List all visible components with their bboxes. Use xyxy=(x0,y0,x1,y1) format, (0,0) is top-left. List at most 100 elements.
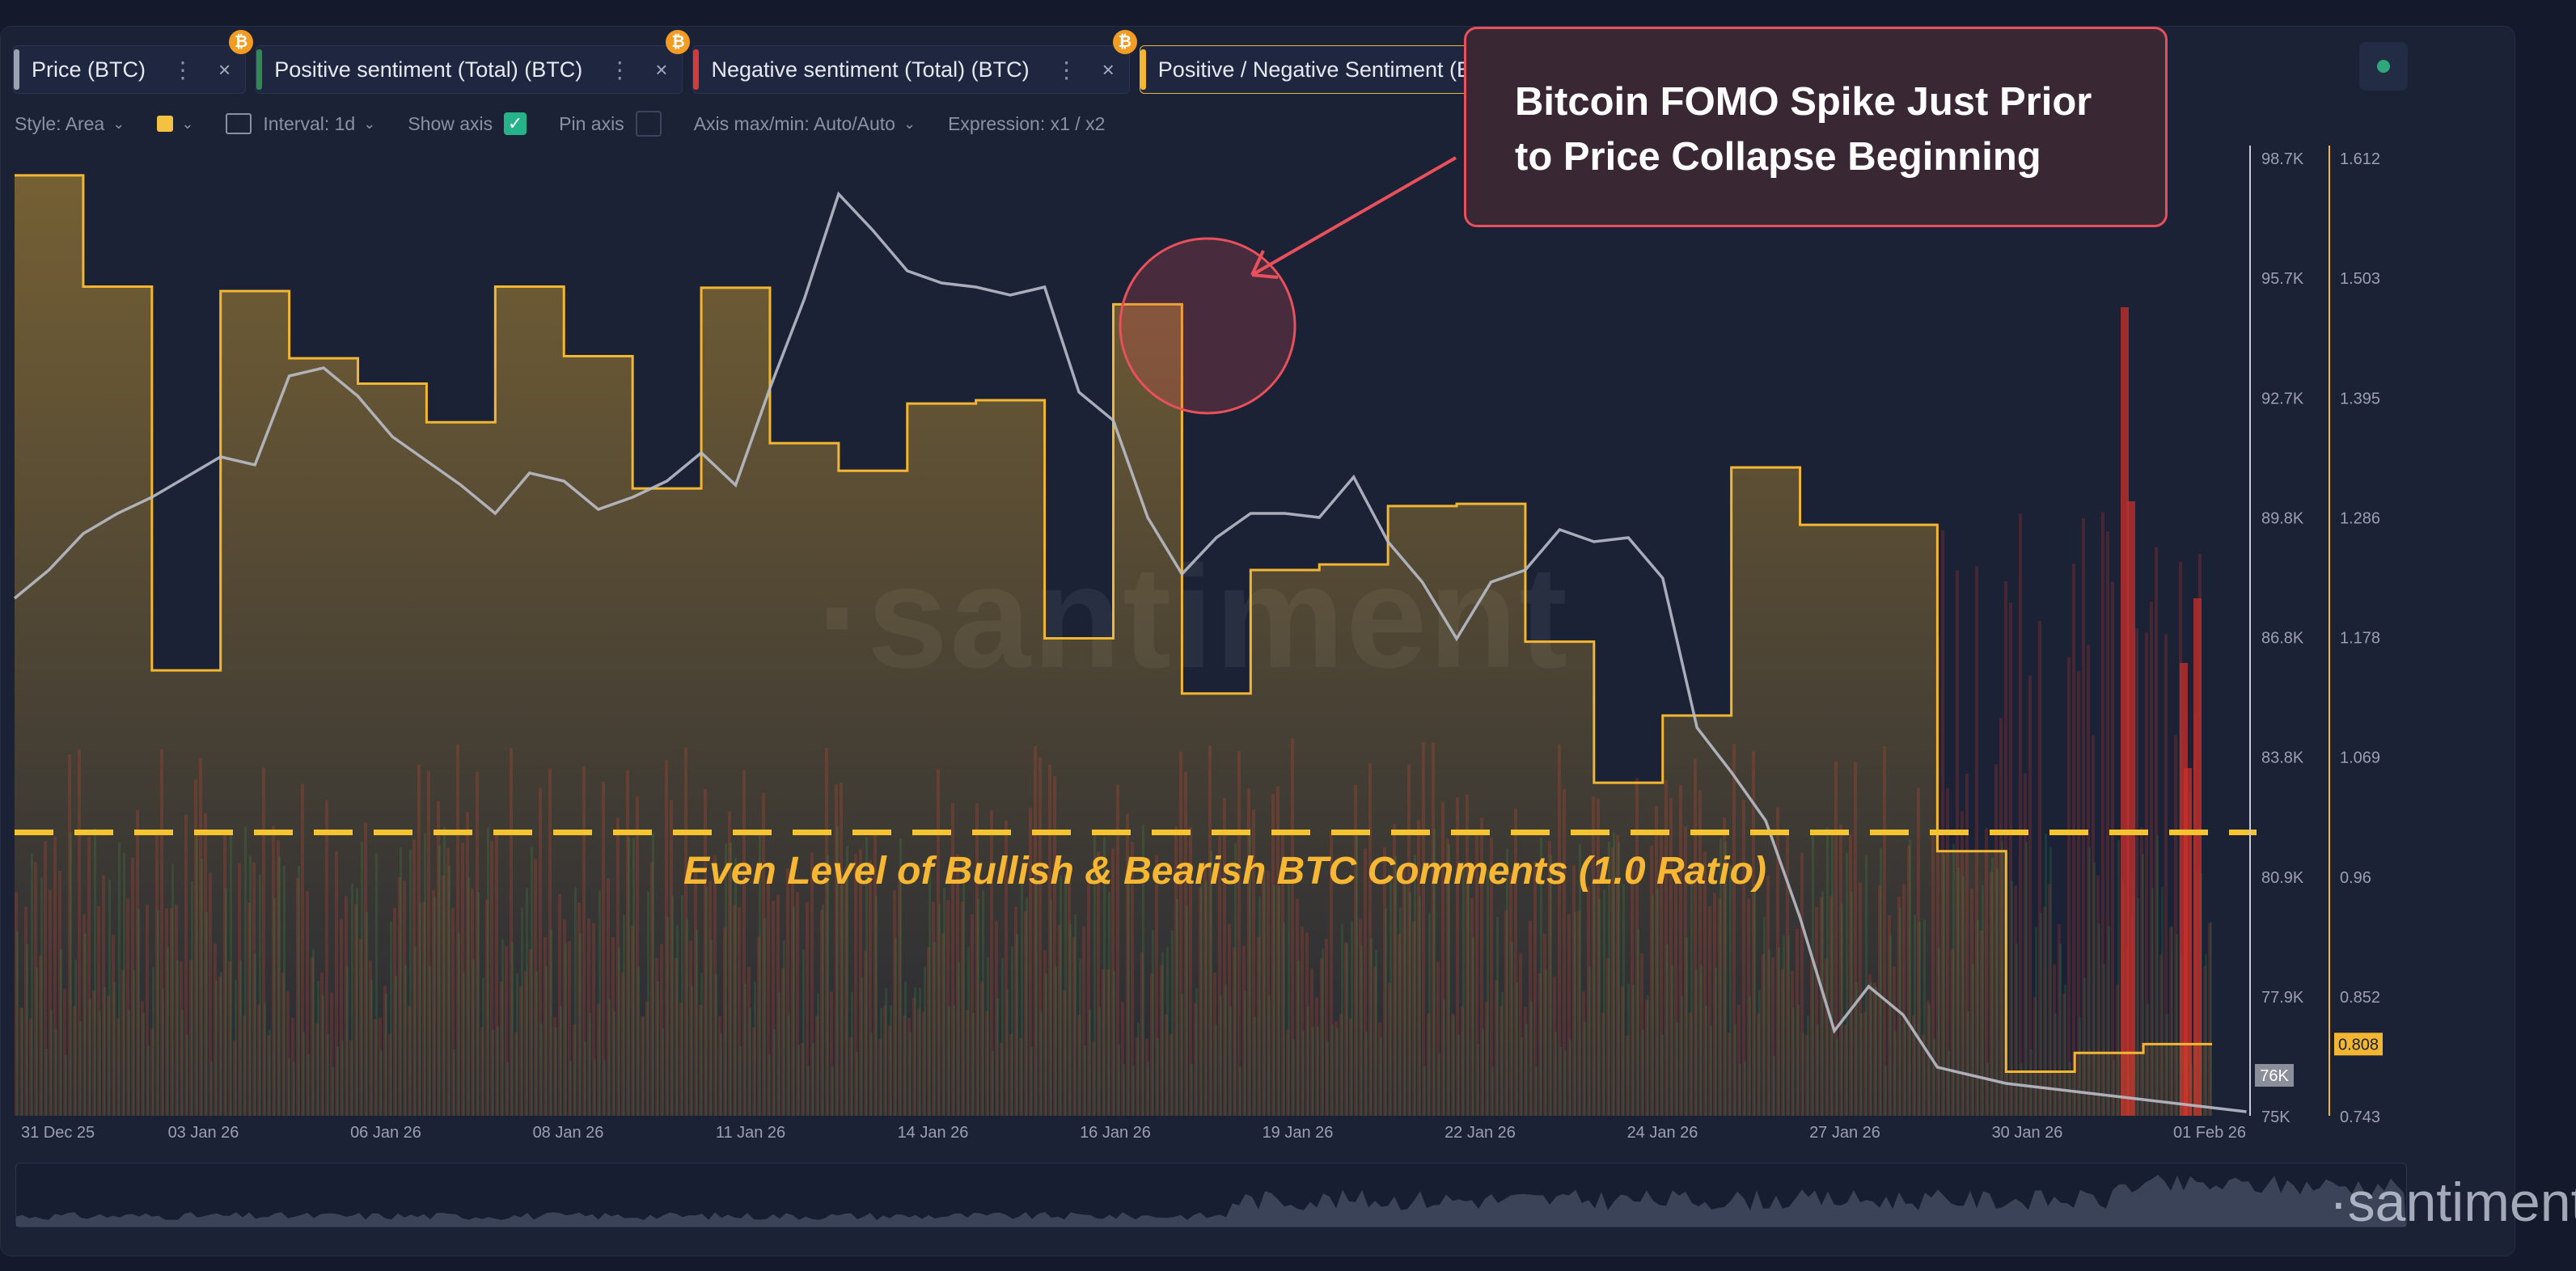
tab-color-stripe xyxy=(1140,49,1146,90)
price-tick-label: 77.9K xyxy=(2261,989,2304,1007)
navigator-area xyxy=(16,1175,2406,1227)
positive-sentiment-bar xyxy=(2210,922,2212,1116)
more-icon[interactable]: ⋮ xyxy=(1055,57,1078,82)
negative-sentiment-bar xyxy=(2208,923,2211,1116)
positive-sentiment-bar xyxy=(2064,984,2066,1116)
callout-arrow-group xyxy=(1119,156,1457,415)
x-tick-label: 30 Jan 26 xyxy=(1992,1124,2063,1142)
style-label: Style: Area xyxy=(15,112,105,134)
ratio-line xyxy=(15,174,2212,1073)
positive-sentiment-bar xyxy=(2045,833,2047,1116)
x-tick-label: 24 Jan 26 xyxy=(1627,1124,1698,1142)
negative-sentiment-spike xyxy=(2193,598,2202,1116)
positive-sentiment-bar xyxy=(2040,913,2042,1116)
negative-sentiment-bar xyxy=(2048,883,2051,1116)
positive-sentiment-bar xyxy=(2025,842,2028,1116)
axis-minmax-dropdown[interactable]: Axis max/min: Auto/Auto ⌄ xyxy=(694,113,916,135)
settings-button[interactable] xyxy=(2359,42,2408,91)
negative-sentiment-bar xyxy=(2111,581,2114,1116)
chart-toolbar: Style: Area ⌄ ⌄ Interval: 1d ⌄ Show axis… xyxy=(15,109,1137,138)
negative-sentiment-bar xyxy=(2014,885,2017,1116)
pin-axis-toggle[interactable]: Pin axis xyxy=(559,111,662,137)
more-icon[interactable]: ⋮ xyxy=(171,57,194,82)
negative-sentiment-bar xyxy=(1956,570,1959,1116)
positive-sentiment-bar xyxy=(2171,926,2173,1116)
tab-color-stripe xyxy=(256,49,263,90)
negative-sentiment-bar xyxy=(2203,965,2206,1116)
price-tick-label: 86.8K xyxy=(2261,630,2304,648)
negative-sentiment-bar xyxy=(2174,735,2177,1116)
even-level-annotation: Even Level of Bullish & Bearish BTC Comm… xyxy=(683,850,1766,893)
chevron-down-icon: ⌄ xyxy=(363,115,376,132)
x-tick-label: 16 Jan 26 xyxy=(1080,1124,1151,1142)
expression-label: Expression: x1 / x2 xyxy=(948,112,1106,134)
negative-sentiment-bar xyxy=(2004,581,2007,1116)
style-dropdown[interactable]: Style: Area ⌄ xyxy=(15,113,125,135)
tab-label: Price (BTC) xyxy=(32,57,146,82)
metric-tab-2[interactable]: Positive sentiment (Total) (BTC) ⋮ × ₿ xyxy=(256,30,691,94)
positive-sentiment-bar xyxy=(2156,834,2159,1116)
price-series xyxy=(13,191,2247,1113)
tab-color-stripe xyxy=(693,49,700,90)
pin-axis-checkbox[interactable] xyxy=(635,111,662,137)
close-icon[interactable]: × xyxy=(1102,57,1115,82)
expression-field[interactable]: Expression: x1 / x2 xyxy=(948,113,1105,135)
positive-sentiment-bar xyxy=(2098,923,2100,1116)
tab-color-stripe xyxy=(14,49,19,90)
metric-tab-3[interactable]: Negative sentiment (Total) (BTC) ⋮ × ₿ xyxy=(692,30,1137,94)
axes: 98.7K 95.7K 92.7K 89.8K 86.8K 83.8K 80.9K 77.9K… xyxy=(21,146,2383,1142)
positive-sentiment-bar xyxy=(2059,944,2062,1116)
price-line xyxy=(13,191,2247,1113)
ratio-tick-label: 1.286 xyxy=(2340,509,2380,527)
positive-sentiment-bar xyxy=(2035,927,2037,1116)
callout-arrow-line xyxy=(1251,156,1457,277)
more-icon[interactable]: ⋮ xyxy=(608,57,632,82)
axis-minmax-label: Axis max/min: Auto/Auto xyxy=(693,112,895,134)
negative-sentiment-bar xyxy=(2116,984,2119,1116)
price-tick-label: 83.8K xyxy=(2261,750,2304,767)
metric-tab-1[interactable]: Price (BTC) ⋮ × ₿ xyxy=(13,30,254,94)
x-tick-label: 19 Jan 26 xyxy=(1263,1124,1334,1142)
negative-sentiment-bar xyxy=(2077,671,2080,1116)
positive-sentiment-bar xyxy=(2103,963,2105,1116)
ratio-current-badge xyxy=(2334,1032,2383,1056)
ratio-tick-label: 0.852 xyxy=(2340,989,2380,1007)
tab-label: Positive / Negative Sentiment (BTC) xyxy=(1157,57,1508,82)
metric-tabs: Price (BTC) ⋮ × ₿ Positive sentiment (Total)… xyxy=(13,30,1523,94)
negative-sentiment-bar xyxy=(2135,628,2138,1116)
close-icon[interactable]: × xyxy=(218,57,231,82)
ratio-tick-label: 1.069 xyxy=(2340,750,2380,767)
negative-sentiment-bar xyxy=(2087,644,2090,1116)
positive-sentiment-bar xyxy=(2083,978,2086,1116)
negative-sentiment-bar xyxy=(2043,906,2046,1116)
negative-sentiment-bar xyxy=(1975,566,1978,1116)
positive-sentiment-bar xyxy=(2088,847,2091,1116)
negative-sentiment-bar xyxy=(2062,993,2066,1116)
ratio-tick-label: 1.612 xyxy=(2340,150,2380,168)
callout-line-2: to Price Collapse Beginning xyxy=(1515,135,2041,179)
close-icon[interactable]: × xyxy=(655,57,668,82)
color-dropdown[interactable]: ⌄ xyxy=(157,116,193,133)
chevron-down-icon: ⌄ xyxy=(181,115,194,132)
fomo-callout: Bitcoin FOMO Spike Just Prior to Price C… xyxy=(1464,27,2168,227)
chevron-down-icon: ⌄ xyxy=(112,115,125,132)
price-tick-label: 92.7K xyxy=(2261,390,2304,407)
negative-sentiment-bar xyxy=(2053,964,2056,1116)
interval-dropdown[interactable]: Interval: 1d ⌄ xyxy=(226,113,375,135)
negative-sentiment-bar xyxy=(2009,602,2012,1116)
chevron-down-icon: ⌄ xyxy=(903,115,916,132)
show-axis-toggle[interactable]: Show axis ✓ xyxy=(408,112,527,135)
price-tick-label: 95.7K xyxy=(2261,270,2304,288)
positive-sentiment-bar xyxy=(2137,898,2139,1116)
x-tick-label: 14 Jan 26 xyxy=(898,1124,969,1142)
x-tick-label: 27 Jan 26 xyxy=(1809,1124,1880,1142)
metric-tab-4[interactable]: Positive / Negative Sentiment (BTC) xyxy=(1139,45,1523,94)
range-navigator[interactable] xyxy=(15,1163,2407,1227)
negative-sentiment-bar xyxy=(2164,634,2168,1116)
x-tick-label: 11 Jan 26 xyxy=(716,1124,785,1142)
show-axis-checkbox[interactable]: ✓ xyxy=(504,112,527,135)
negative-sentiment-bar xyxy=(2150,602,2153,1116)
positive-sentiment-bar xyxy=(2093,862,2096,1116)
negative-sentiment-spike xyxy=(2127,501,2135,1116)
